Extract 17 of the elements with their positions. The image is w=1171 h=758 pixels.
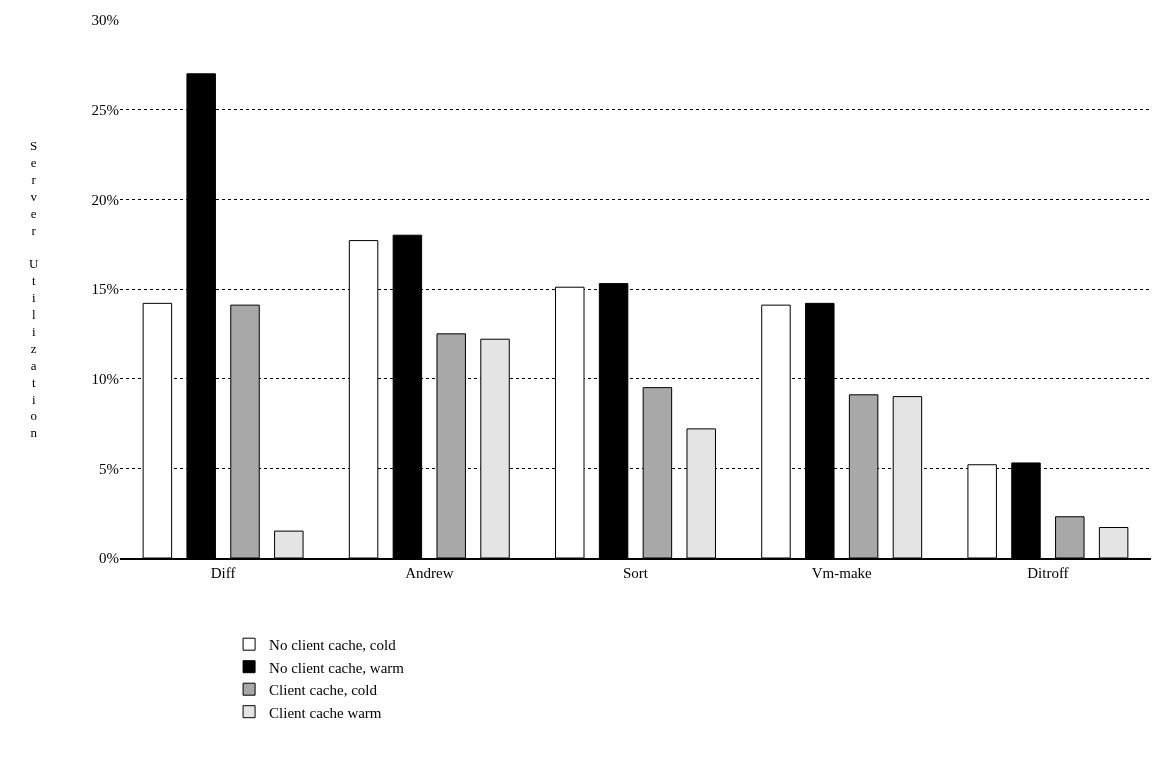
legend-label: Client cache, cold [269, 682, 378, 699]
x-tick-label: Vm-make [811, 565, 873, 581]
y-tick-label: 5% [99, 460, 119, 477]
y-tick-label: 0% [99, 550, 119, 567]
x-tick-label: Sort [622, 565, 649, 581]
y-tick-label: 25% [91, 101, 119, 118]
y-tick-label: 15% [91, 281, 119, 298]
legend-label: No client cache, warm [269, 659, 405, 676]
x-tick-label: Diff [210, 565, 236, 581]
y-tick-label: 10% [91, 370, 119, 387]
x-tick-label: Ditroff [1027, 565, 1069, 581]
legend-label: No client cache, cold [269, 637, 397, 654]
y-tick-label: 20% [91, 191, 119, 208]
x-tick-label: Andrew [405, 565, 454, 581]
text: Server Utilization [29, 138, 39, 441]
y-tick-label: 30% [91, 12, 119, 29]
legend-label: Client cache warm [269, 704, 382, 721]
